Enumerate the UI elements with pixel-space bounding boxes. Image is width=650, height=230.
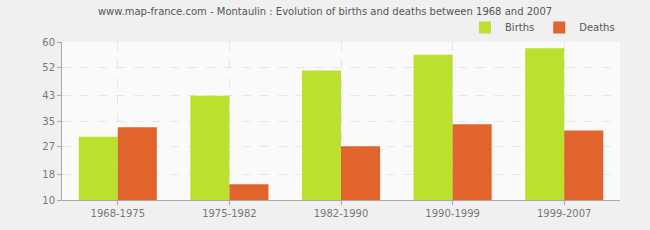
svg-text:Births: Births — [505, 22, 534, 33]
svg-text:52: 52 — [42, 62, 55, 73]
svg-text:1982-1990: 1982-1990 — [314, 208, 369, 219]
svg-text:18: 18 — [42, 169, 55, 180]
svg-text:60: 60 — [42, 37, 55, 48]
svg-text:www.map-france.com - Montaulin: www.map-france.com - Montaulin : Evoluti… — [98, 6, 552, 17]
svg-text:27: 27 — [42, 141, 55, 152]
svg-text:10: 10 — [42, 195, 55, 206]
svg-text:Deaths: Deaths — [579, 22, 614, 33]
svg-text:1968-1975: 1968-1975 — [91, 208, 146, 219]
svg-text:43: 43 — [42, 90, 55, 101]
svg-text:1999-2007: 1999-2007 — [537, 208, 592, 219]
svg-text:35: 35 — [42, 116, 55, 127]
svg-text:1990-1999: 1990-1999 — [425, 208, 480, 219]
svg-text:1975-1982: 1975-1982 — [202, 208, 257, 219]
